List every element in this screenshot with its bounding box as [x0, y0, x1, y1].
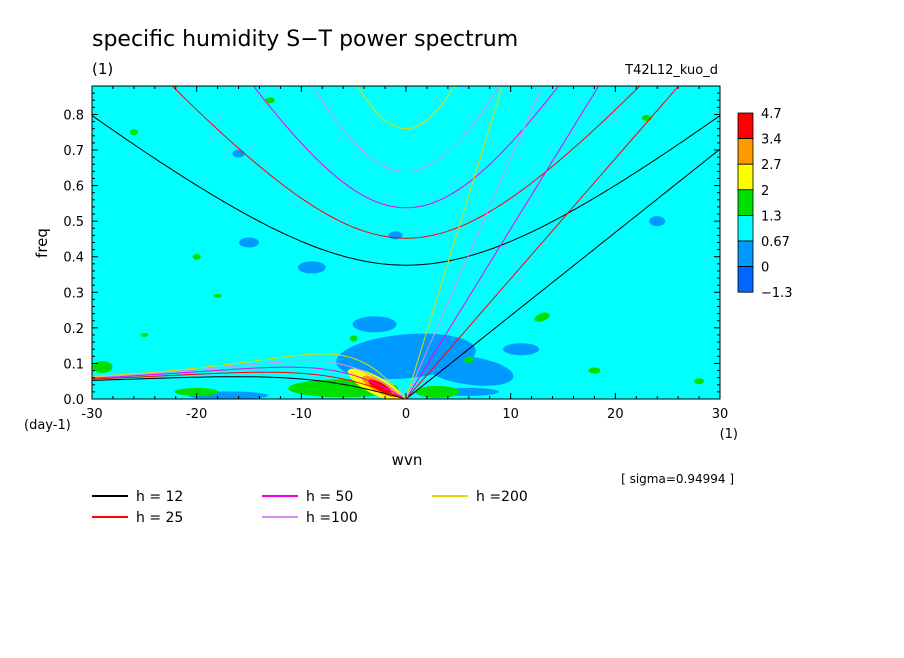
- rossby-wave-curve: [92, 366, 407, 399]
- contour-blob: [415, 385, 460, 398]
- rossby-wave-curve: [92, 360, 407, 399]
- y-axis-unit: (day-1): [24, 418, 71, 433]
- contour-blob: [174, 387, 219, 396]
- chart-title: specific humidity S−T power spectrum: [92, 27, 518, 52]
- contour-blob: [694, 378, 705, 385]
- contour-blob: [649, 216, 666, 227]
- y-tick-label: 0.8: [63, 108, 84, 123]
- contour-blob: [264, 97, 275, 104]
- y-tick-label: 0.1: [63, 357, 84, 372]
- x-tick-label: 0: [402, 407, 410, 422]
- legend-label: h = 12: [136, 489, 183, 505]
- colorbar-label: 0: [761, 261, 769, 276]
- legend-label: h = 50: [306, 489, 353, 505]
- colorbar-label: 3.4: [761, 133, 782, 148]
- x-tick-label: -10: [291, 407, 312, 422]
- x-axis-unit: (1): [720, 427, 738, 442]
- y-tick-label: 0.0: [63, 393, 84, 408]
- contour-blob: [349, 335, 358, 342]
- kelvin-wave-curve: [405, 86, 680, 399]
- colorbar-swatch: [737, 189, 754, 216]
- colorbar-label: 4.7: [761, 107, 782, 122]
- axis-ticks: -30 -20 -10 0 10 20 30 0.0 0.1 0.2 0.3 0.4 0.5 0.6 0.7…: [63, 86, 728, 422]
- chart-subtitle: (1): [92, 60, 113, 78]
- contour-blob: [463, 356, 474, 363]
- gravity-wave-curve: [171, 86, 641, 239]
- y-axis-label: freq: [33, 228, 51, 258]
- experiment-label: T42L12_kuo_d: [624, 63, 718, 78]
- colorbar-label: −1.3: [761, 286, 793, 301]
- rossby-wave-curve: [92, 376, 407, 399]
- gravity-wave-curve: [252, 86, 560, 209]
- colorbar-swatch: [737, 266, 754, 293]
- x-tick-label: 10: [502, 407, 519, 422]
- kelvin-wave-curve: [405, 148, 720, 399]
- colorbar-label: 2: [761, 184, 769, 199]
- spectrum-contours: [92, 97, 705, 399]
- contour-blob: [352, 316, 397, 333]
- colorbar-label: 1.3: [761, 209, 782, 224]
- y-tick-label: 0.3: [63, 286, 84, 301]
- contour-blob: [503, 343, 540, 356]
- rossby-wave-curve: [92, 371, 407, 399]
- kelvin-wave-curve: [405, 86, 543, 399]
- contour-blob: [297, 261, 326, 274]
- legend-label: h =200: [476, 489, 528, 505]
- legend-label: h =100: [306, 510, 358, 526]
- legend: h = 12 h = 25 h = 50 h =100 h =200: [92, 489, 528, 526]
- dispersion-curves: [92, 86, 720, 399]
- plot-area: -30 -20 -10 0 10 20 30 0.0 0.1 0.2 0.3 0.4 0.5 0.6 0.7…: [63, 85, 728, 422]
- kelvin-wave-curve: [405, 86, 600, 399]
- gravity-wave-curve: [92, 115, 720, 266]
- y-tick-label: 0.7: [63, 144, 84, 159]
- contour-blob: [192, 253, 201, 260]
- colorbar-swatch: [737, 138, 754, 165]
- contour-blob: [129, 129, 138, 136]
- contour-blob: [232, 149, 245, 158]
- contour-blob: [534, 312, 550, 322]
- contour-blob: [424, 355, 514, 386]
- x-tick-label: 20: [607, 407, 624, 422]
- colorbar-swatch: [737, 163, 754, 191]
- contour-blob: [213, 293, 222, 298]
- colorbar-swatch: [737, 240, 754, 268]
- gravity-wave-curve: [311, 86, 501, 173]
- contour-blob: [92, 360, 113, 373]
- kelvin-wave-curve: [405, 86, 503, 399]
- y-tick-label: 0.6: [63, 180, 84, 195]
- colorbar-label: 2.7: [761, 158, 782, 173]
- x-tick-label: -30: [81, 407, 102, 422]
- colorbar-swatch: [737, 112, 754, 140]
- y-tick-label: 0.2: [63, 322, 84, 337]
- y-tick-label: 0.4: [63, 251, 84, 266]
- rossby-wave-curve: [92, 353, 407, 399]
- x-tick-label: -20: [186, 407, 207, 422]
- contour-blob: [140, 332, 149, 337]
- x-tick-label: 30: [712, 407, 729, 422]
- colorbar-swatch: [737, 214, 754, 242]
- gravity-wave-curve: [356, 86, 456, 130]
- colorbar: 4.7 3.4 2.7 2 1.3 0.67 0 −1.3: [737, 107, 793, 301]
- legend-label: h = 25: [136, 510, 183, 526]
- colorbar-label: 0.67: [761, 235, 790, 250]
- y-tick-label: 0.5: [63, 215, 84, 230]
- contour-blob: [239, 237, 259, 248]
- x-axis-label: wvn: [392, 451, 423, 469]
- contour-blob: [588, 367, 601, 374]
- sigma-note: [ sigma=0.94994 ]: [621, 472, 734, 486]
